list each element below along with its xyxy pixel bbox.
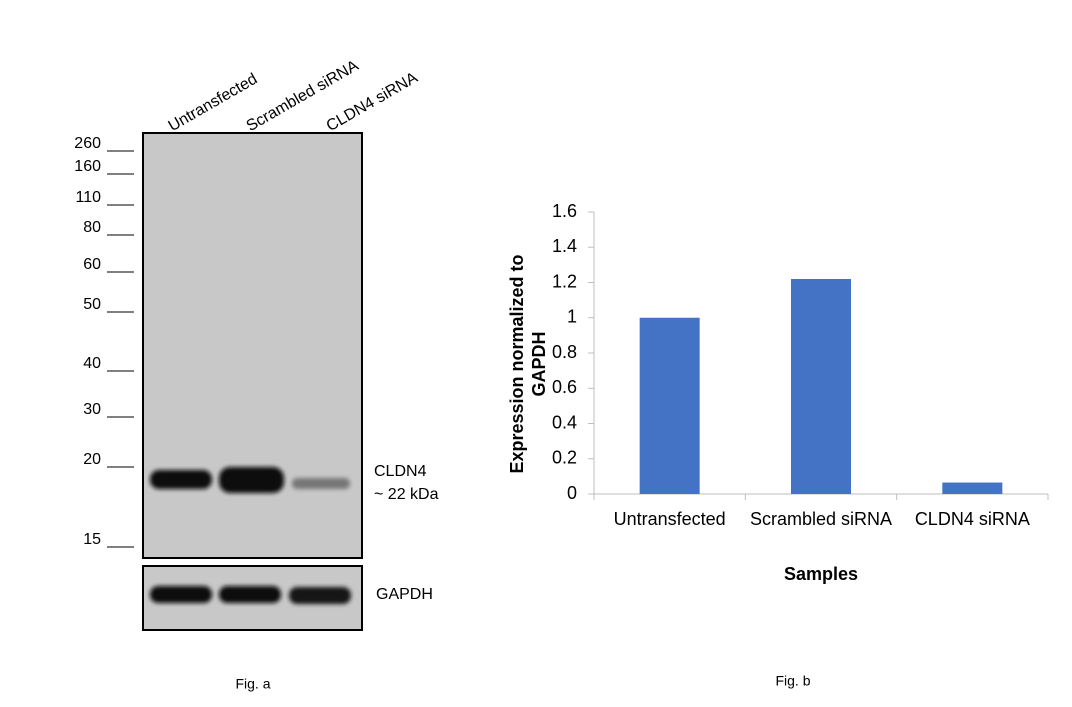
band-size: ~ 22 kDa (374, 486, 439, 503)
marker-label: 20 (83, 451, 101, 468)
y-tick-label: 0.2 (552, 448, 577, 468)
x-tick-label: CLDN4 siRNA (914, 509, 1030, 529)
marker-label: 40 (83, 355, 101, 372)
bar (639, 317, 700, 494)
caption: Fig. a (235, 676, 270, 692)
marker-label: 30 (83, 401, 101, 418)
x-tick-label: Untransfected (613, 509, 726, 529)
band (219, 467, 284, 493)
y-tick-label: 1.4 (552, 236, 577, 256)
y-tick-label: 0.6 (552, 377, 577, 397)
y-tick-label: 1.6 (552, 201, 577, 221)
bar (942, 482, 1003, 494)
marker-label: 260 (74, 135, 101, 152)
y-tick-label: 1 (567, 307, 577, 327)
marker-label: 50 (83, 296, 101, 313)
y-tick-label: 0.4 (552, 412, 577, 432)
marker-label: 110 (75, 189, 101, 206)
marker-label: 80 (83, 219, 101, 236)
blot-panel (142, 132, 363, 559)
marker-label: 160 (74, 158, 101, 175)
y-tick-label: 1.2 (552, 271, 577, 291)
y-tick-label: 0.8 (552, 342, 577, 362)
x-axis-title: Samples (784, 564, 858, 584)
band (150, 586, 212, 603)
band (292, 478, 350, 489)
band (150, 470, 212, 489)
x-tick-label: Scrambled siRNA (749, 509, 893, 529)
y-axis-title: Expression normalized to GAPDH (507, 254, 549, 474)
caption: Fig. b (775, 673, 810, 689)
bar (791, 278, 851, 494)
y-tick-label: 0 (567, 483, 577, 503)
band (219, 586, 281, 603)
band (289, 587, 351, 604)
marker-label: 15 (83, 531, 101, 548)
band-label: CLDN4 (374, 463, 427, 480)
marker-label: 60 (83, 256, 101, 273)
loading-label: GAPDH (376, 586, 433, 603)
bands (150, 467, 351, 604)
